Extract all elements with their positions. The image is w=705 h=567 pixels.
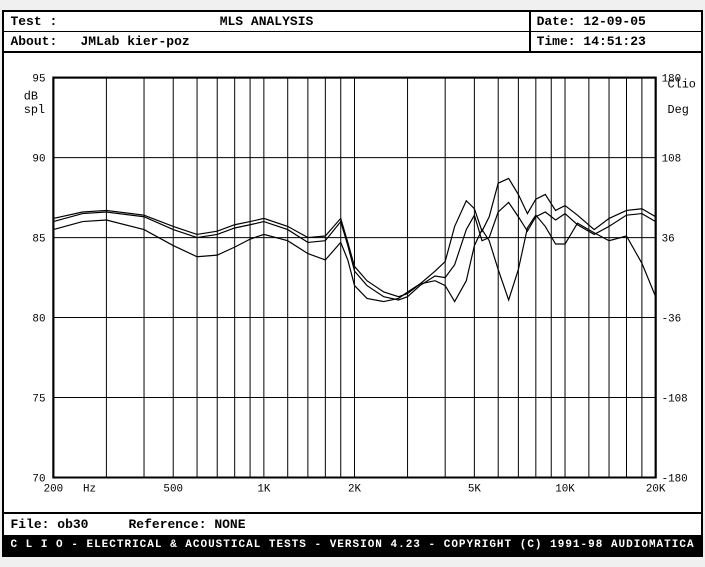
chart-svg: 70-18075-10880-36853690108951802005001K2… xyxy=(4,53,700,512)
svg-text:-180: -180 xyxy=(662,473,688,485)
file-label: File: xyxy=(10,517,49,532)
date-row: Date: 12-09-05 xyxy=(531,12,701,31)
reference-value: NONE xyxy=(214,517,245,532)
chart-area: 70-18075-10880-36853690108951802005001K2… xyxy=(4,53,700,512)
file-field: File: ob30 xyxy=(10,517,88,532)
time-row: Time: 14:51:23 xyxy=(531,31,701,51)
svg-text:95: 95 xyxy=(33,74,46,86)
svg-text:-36: -36 xyxy=(662,314,682,326)
svg-text:Clio: Clio xyxy=(668,77,696,91)
time-label: Time: xyxy=(537,34,576,49)
file-info-bar: File: ob30 Reference: NONE xyxy=(4,512,700,535)
header-right: Date: 12-09-05 Time: 14:51:23 xyxy=(531,12,701,51)
svg-text:200: 200 xyxy=(44,483,64,495)
svg-text:10K: 10K xyxy=(556,483,576,495)
svg-text:20K: 20K xyxy=(646,483,666,495)
svg-text:90: 90 xyxy=(33,154,46,166)
svg-text:dB: dB xyxy=(24,89,38,103)
footer-bar: C L I O - ELECTRICAL & ACOUSTICAL TESTS … xyxy=(4,535,700,555)
svg-text:36: 36 xyxy=(662,234,675,246)
svg-text:80: 80 xyxy=(33,314,46,326)
svg-text:spl: spl xyxy=(24,103,45,117)
about-row: About: JMLab kier-poz xyxy=(4,31,528,51)
time-value: 14:51:23 xyxy=(583,34,645,49)
svg-text:-108: -108 xyxy=(662,393,688,405)
svg-text:5K: 5K xyxy=(468,483,482,495)
svg-text:500: 500 xyxy=(164,483,184,495)
svg-text:Deg: Deg xyxy=(668,103,689,117)
reference-field: Reference: NONE xyxy=(129,517,246,532)
svg-text:1K: 1K xyxy=(258,483,272,495)
test-row: Test : MLS ANALYSIS xyxy=(4,12,528,31)
svg-text:2K: 2K xyxy=(348,483,362,495)
svg-text:108: 108 xyxy=(662,154,682,166)
header-bar: Test : MLS ANALYSIS About: JMLab kier-po… xyxy=(4,12,700,53)
file-value: ob30 xyxy=(57,517,88,532)
test-label: Test : xyxy=(10,14,80,29)
svg-text:Hz: Hz xyxy=(83,483,96,495)
app-window: Test : MLS ANALYSIS About: JMLab kier-po… xyxy=(2,10,702,557)
about-value: JMLab kier-poz xyxy=(80,34,189,49)
header-left: Test : MLS ANALYSIS About: JMLab kier-po… xyxy=(4,12,530,51)
reference-label: Reference: xyxy=(129,517,207,532)
title-center: MLS ANALYSIS xyxy=(80,14,452,29)
about-label: About: xyxy=(10,34,80,49)
svg-text:85: 85 xyxy=(33,234,46,246)
date-label: Date: xyxy=(537,14,576,29)
svg-text:75: 75 xyxy=(33,393,46,405)
date-value: 12-09-05 xyxy=(583,14,645,29)
